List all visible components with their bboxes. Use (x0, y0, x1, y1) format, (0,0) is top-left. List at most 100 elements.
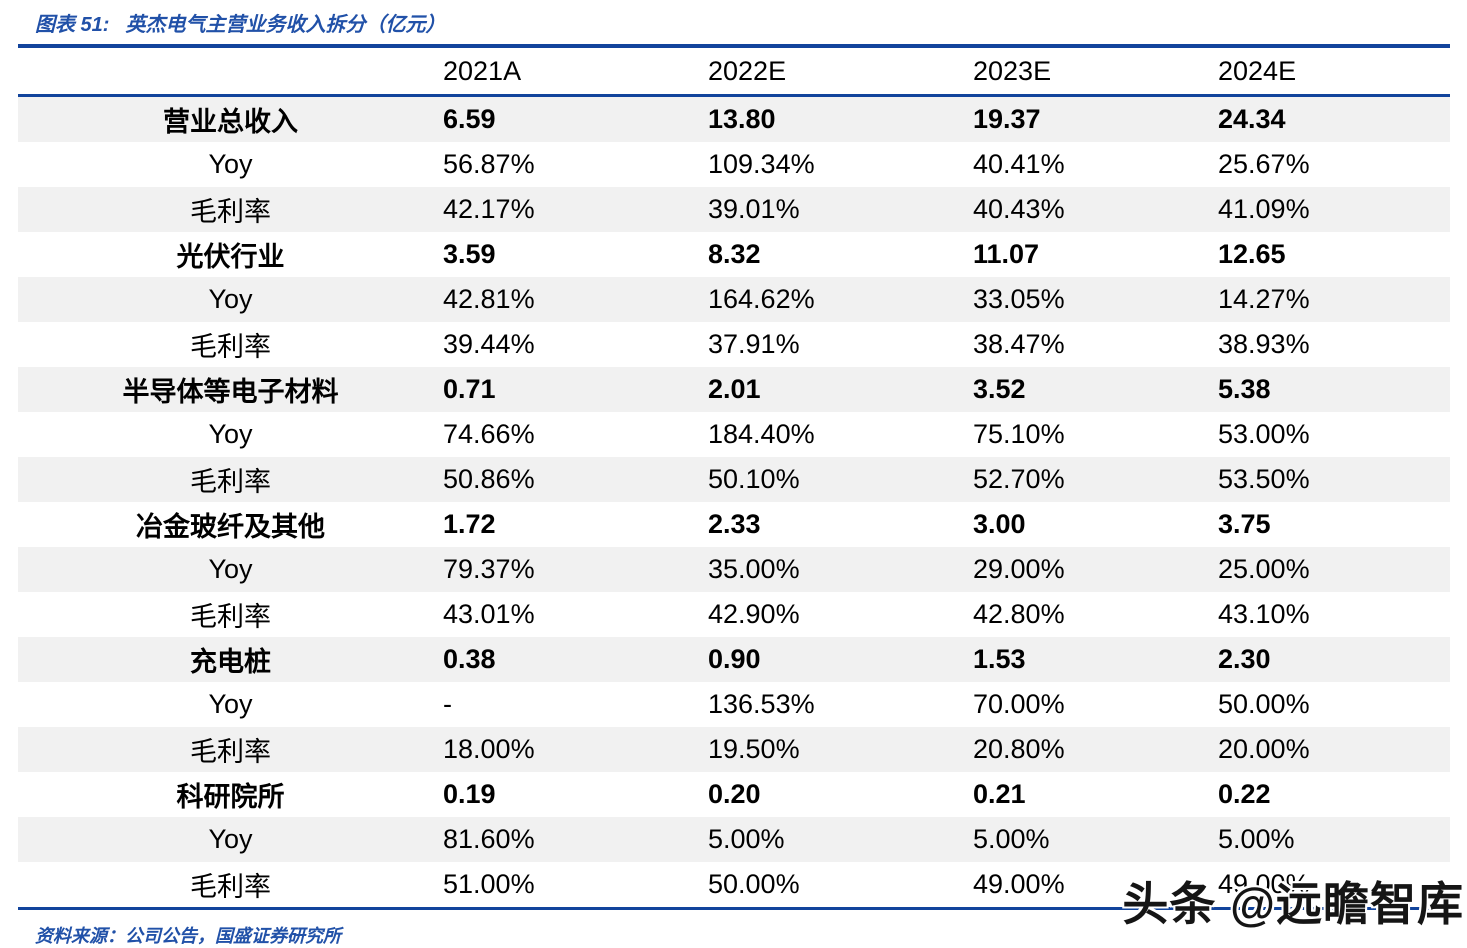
table-row: 半导体等电子材料 0.71 2.01 3.52 5.38 (18, 367, 1450, 412)
row-label: 毛利率 (190, 467, 271, 497)
cell-value: 3.75 (1218, 509, 1271, 539)
cell-value: 42.81% (443, 284, 535, 314)
cell-value: 13.80 (708, 104, 776, 134)
table-row: 科研院所 0.19 0.20 0.21 0.22 (18, 772, 1450, 817)
column-header-2023e: 2023E (973, 48, 1218, 97)
cell-value: 56.87% (443, 149, 535, 179)
cell-value: 75.10% (973, 419, 1065, 449)
cell-value: 8.32 (708, 239, 761, 269)
cell-value: 2.01 (708, 374, 761, 404)
cell-value: 0.22 (1218, 779, 1271, 809)
cell-value: 11.07 (973, 239, 1040, 269)
row-label: Yoy (208, 824, 253, 854)
table-row: 毛利率 51.00% 50.00% 49.00% 49.00% (18, 862, 1450, 909)
cell-value: 40.43% (973, 194, 1065, 224)
cell-value: 38.93% (1218, 329, 1310, 359)
table-row: 毛利率 42.17% 39.01% 40.43% 41.09% (18, 187, 1450, 232)
cell-value: 0.20 (708, 779, 761, 809)
figure-title: 英杰电气主营业务收入拆分（亿元） (125, 14, 446, 36)
cell-value: 53.50% (1218, 464, 1310, 494)
cell-value: 1.53 (973, 644, 1026, 674)
cell-value: 0.19 (443, 779, 496, 809)
cell-value: 109.34% (708, 149, 815, 179)
cell-value: 52.70% (973, 464, 1065, 494)
cell-value: 50.10% (708, 464, 800, 494)
cell-value: 164.62% (708, 284, 815, 314)
cell-value: 0.90 (708, 644, 761, 674)
cell-value: 43.01% (443, 599, 535, 629)
cell-value: 50.86% (443, 464, 535, 494)
cell-value: 12.65 (1218, 239, 1286, 269)
table-row: Yoy 74.66% 184.40% 75.10% 53.00% (18, 412, 1450, 457)
cell-value: 0.38 (443, 644, 496, 674)
cell-value: 136.53% (708, 689, 815, 719)
figure-caption: 图表 51: 英杰电气主营业务收入拆分（亿元） (0, 0, 1467, 37)
row-label: 毛利率 (190, 197, 271, 227)
cell-value: 20.80% (973, 734, 1065, 764)
cell-value: 19.37 (973, 104, 1041, 134)
cell-value: 74.66% (443, 419, 535, 449)
table-row: Yoy 56.87% 109.34% 40.41% 25.67% (18, 142, 1450, 187)
cell-value: 49.00% (973, 869, 1065, 899)
table-row: 毛利率 43.01% 42.90% 42.80% 43.10% (18, 592, 1450, 637)
cell-value: 79.37% (443, 554, 535, 584)
row-label: 毛利率 (190, 332, 271, 362)
cell-value: 20.00% (1218, 734, 1310, 764)
cell-value: 19.50% (708, 734, 800, 764)
cell-value: 33.05% (973, 284, 1065, 314)
cell-value: 40.41% (973, 149, 1065, 179)
cell-value: 25.00% (1218, 554, 1310, 584)
cell-value: 49.00% (1218, 869, 1310, 899)
cell-value: 50.00% (1218, 689, 1310, 719)
header-row: 2021A 2022E 2023E 2024E (18, 48, 1450, 97)
table-row: 充电桩 0.38 0.90 1.53 2.30 (18, 637, 1450, 682)
caption-divider-rule (18, 44, 1450, 48)
cell-value: - (443, 689, 452, 719)
table-row: 毛利率 18.00% 19.50% 20.80% 20.00% (18, 727, 1450, 772)
table-row: Yoy - 136.53% 70.00% 50.00% (18, 682, 1450, 727)
cell-value: 5.38 (1218, 374, 1271, 404)
row-label: Yoy (208, 554, 253, 584)
cell-value: 184.40% (708, 419, 815, 449)
watermark: 头条 @远瞻智库 (1122, 878, 1464, 930)
table-body: 营业总收入 6.59 13.80 19.37 24.34 Yoy 56.87% … (18, 95, 1450, 909)
row-label: Yoy (208, 149, 253, 179)
cell-value: 3.52 (973, 374, 1026, 404)
cell-value: 0.21 (973, 779, 1026, 809)
column-header-2022e: 2022E (708, 48, 973, 97)
cell-value: 29.00% (973, 554, 1065, 584)
cell-value: 0.71 (443, 374, 496, 404)
cell-value: 42.80% (973, 599, 1065, 629)
column-header-2024e: 2024E (1218, 48, 1450, 97)
cell-value: 5.00% (973, 824, 1050, 854)
table-row: 毛利率 39.44% 37.91% 38.47% 38.93% (18, 322, 1450, 367)
row-label: Yoy (208, 419, 253, 449)
table-row: 冶金玻纤及其他 1.72 2.33 3.00 3.75 (18, 502, 1450, 547)
table-row: Yoy 79.37% 35.00% 29.00% 25.00% (18, 547, 1450, 592)
cell-value: 51.00% (443, 869, 535, 899)
row-label: 充电桩 (190, 647, 271, 677)
cell-value: 35.00% (708, 554, 800, 584)
table-row: 营业总收入 6.59 13.80 19.37 24.34 (18, 95, 1450, 142)
row-label: 营业总收入 (163, 107, 298, 137)
row-label: 毛利率 (190, 872, 271, 902)
table-row: Yoy 42.81% 164.62% 33.05% 14.27% (18, 277, 1450, 322)
cell-value: 2.30 (1218, 644, 1271, 674)
table-row: 毛利率 50.86% 50.10% 52.70% 53.50% (18, 457, 1450, 502)
column-header-2021a: 2021A (443, 48, 708, 97)
column-header-blank (18, 48, 443, 97)
cell-value: 42.17% (443, 194, 535, 224)
cell-value: 1.72 (443, 509, 496, 539)
row-label: 毛利率 (190, 602, 271, 632)
row-label: Yoy (208, 689, 253, 719)
row-label: 毛利率 (190, 737, 271, 767)
row-label: 光伏行业 (176, 242, 285, 272)
cell-value: 14.27% (1218, 284, 1310, 314)
row-label: Yoy (208, 284, 253, 314)
cell-value: 3.59 (443, 239, 496, 269)
row-label: 冶金玻纤及其他 (136, 512, 325, 542)
cell-value: 41.09% (1218, 194, 1310, 224)
source-note: 资料来源：公司公告，国盛证券研究所 (35, 926, 341, 946)
cell-value: 53.00% (1218, 419, 1310, 449)
table-row: Yoy 81.60% 5.00% 5.00% 5.00% (18, 817, 1450, 862)
